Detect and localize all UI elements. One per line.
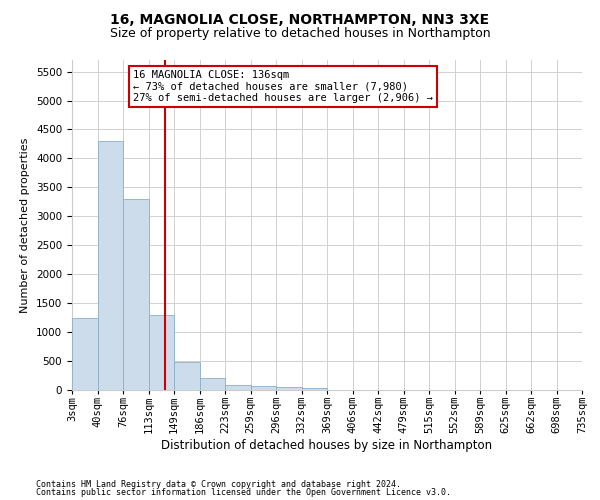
Text: 16, MAGNOLIA CLOSE, NORTHAMPTON, NN3 3XE: 16, MAGNOLIA CLOSE, NORTHAMPTON, NN3 3XE <box>110 12 490 26</box>
Bar <box>251 386 276 390</box>
Bar <box>302 388 327 390</box>
Text: Size of property relative to detached houses in Northampton: Size of property relative to detached ho… <box>110 28 490 40</box>
Bar <box>123 199 149 390</box>
Bar <box>149 314 174 390</box>
X-axis label: Distribution of detached houses by size in Northampton: Distribution of detached houses by size … <box>161 438 493 452</box>
Bar <box>97 141 123 390</box>
Y-axis label: Number of detached properties: Number of detached properties <box>20 138 31 312</box>
Bar <box>199 378 225 390</box>
Text: 16 MAGNOLIA CLOSE: 136sqm
← 73% of detached houses are smaller (7,980)
27% of se: 16 MAGNOLIA CLOSE: 136sqm ← 73% of detac… <box>133 70 433 103</box>
Text: Contains public sector information licensed under the Open Government Licence v3: Contains public sector information licen… <box>36 488 451 497</box>
Text: Contains HM Land Registry data © Crown copyright and database right 2024.: Contains HM Land Registry data © Crown c… <box>36 480 401 489</box>
Bar <box>225 385 251 390</box>
Bar <box>276 387 302 390</box>
Bar <box>174 362 199 390</box>
Bar <box>72 318 97 390</box>
